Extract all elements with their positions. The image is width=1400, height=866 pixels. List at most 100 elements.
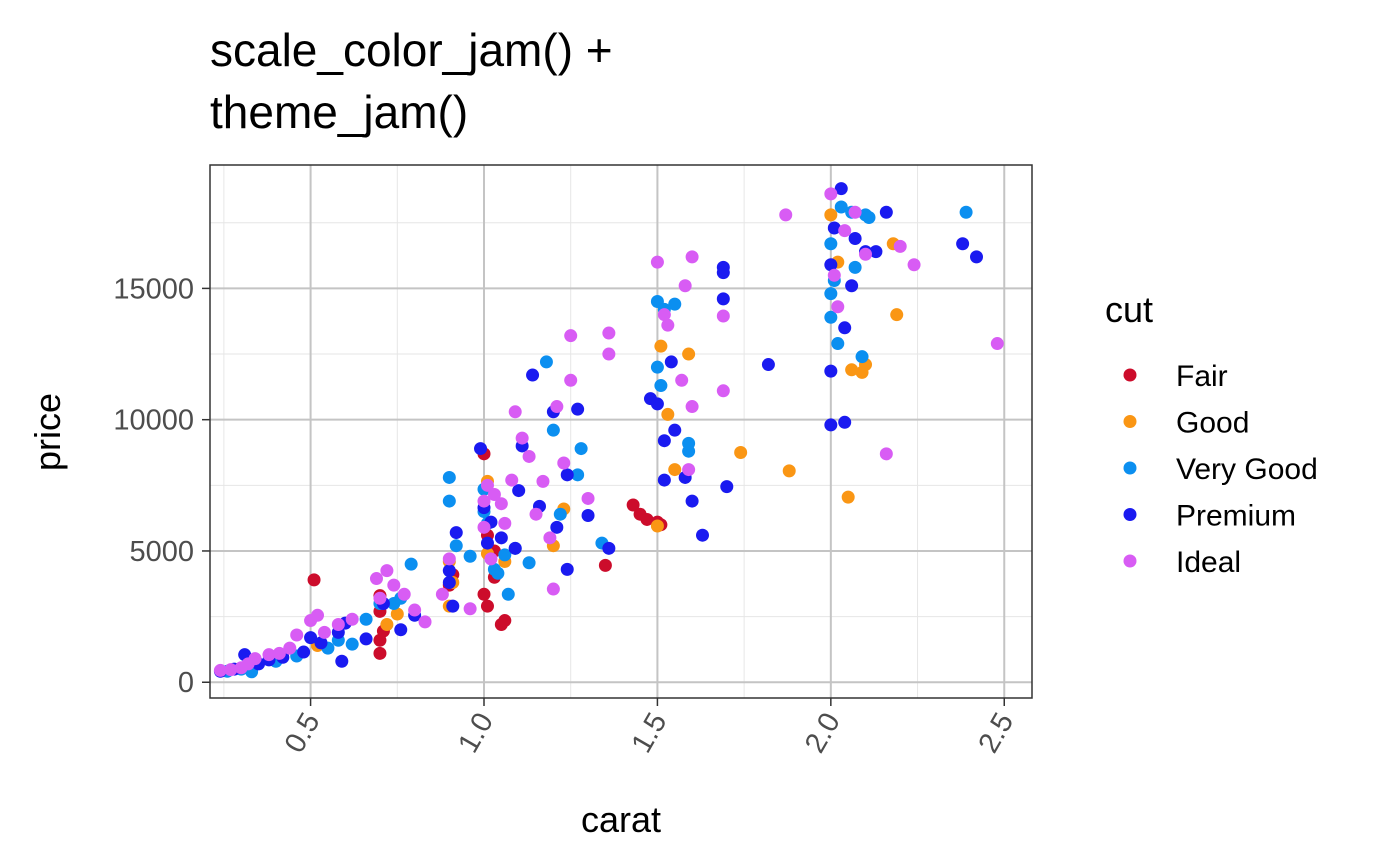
data-point [557,456,571,470]
data-point [522,556,536,570]
data-point [477,520,491,534]
data-point [515,431,529,445]
data-point [571,402,585,416]
data-point [834,200,848,214]
data-point [522,449,536,463]
data-point [838,321,852,335]
data-point [890,308,904,322]
data-point [734,446,748,460]
data-point [345,637,359,651]
data-point [307,573,321,587]
data-point [824,187,838,201]
data-point [661,318,675,332]
data-point [560,562,574,576]
data-point [581,509,595,523]
data-point [560,468,574,482]
x-tick-label: 2.5 [972,708,1020,759]
data-point [626,498,640,512]
data-point [272,646,286,660]
data-point [831,300,845,314]
data-point [824,208,838,222]
data-point [501,587,515,601]
data-point [650,519,664,533]
data-point [682,463,696,477]
data-point [480,599,494,613]
y-axis: 0 5000 10000 15000 [113,273,194,699]
data-point [657,473,671,487]
data-point [824,364,838,378]
data-point [879,447,893,461]
data-point [512,484,526,498]
data-point [779,208,793,222]
data-point [848,205,862,219]
data-point [491,566,505,580]
data-point [685,400,699,414]
data-point [824,310,838,324]
y-tick-label: 15000 [113,273,194,305]
x-tick-label: 1.5 [626,708,674,759]
data-point [536,474,550,488]
data-point [859,247,873,261]
data-point [480,478,494,492]
data-point [657,434,671,448]
data-point [668,423,682,437]
legend-label: Good [1176,407,1249,440]
data-point [345,612,359,626]
data-point [494,531,508,545]
data-point [387,578,401,592]
data-point [990,337,1004,351]
data-point [297,645,311,659]
data-point [602,347,616,361]
data-point [761,358,775,372]
data-point [855,350,869,364]
data-point [598,558,612,572]
x-axis-label: carat [581,799,661,840]
y-tick-label: 5000 [129,536,194,568]
data-point [550,520,564,534]
legend-key-dot [1123,415,1137,428]
data-point [848,232,862,246]
data-point [248,652,262,666]
data-point [824,258,838,272]
data-point [335,654,349,668]
major-gridlines [210,165,1032,698]
data-point [716,384,730,398]
data-point [824,237,838,251]
data-point [487,488,501,502]
data-point [696,528,710,542]
data-point [827,268,841,282]
data-point [526,368,540,382]
data-point [716,292,730,306]
data-point [449,539,463,553]
legend-title: cut [1105,289,1153,330]
data-point [654,379,668,393]
data-point [668,463,682,477]
data-points [213,182,1004,679]
y-tick-label: 0 [178,667,194,699]
data-point [262,648,276,662]
data-point [314,636,328,650]
data-point [373,591,387,605]
data-point [831,337,845,351]
data-point [449,526,463,540]
data-point [550,400,564,414]
data-point [841,490,855,504]
data-point [394,623,408,637]
data-point [682,436,696,450]
axis-tick-marks [202,287,1006,706]
data-point [654,339,668,353]
data-point [571,468,585,482]
chart-title-line-1: scale_color_jam() + [210,24,613,76]
data-point [845,363,859,377]
data-point [546,423,560,437]
data-point [862,211,876,225]
minor-gridlines [210,165,1032,698]
data-point [283,641,297,655]
data-point [529,507,543,521]
data-point [782,464,796,478]
data-point [380,564,394,578]
data-point [838,224,852,238]
data-point [435,587,449,601]
data-point [380,617,394,631]
data-point [845,279,859,293]
